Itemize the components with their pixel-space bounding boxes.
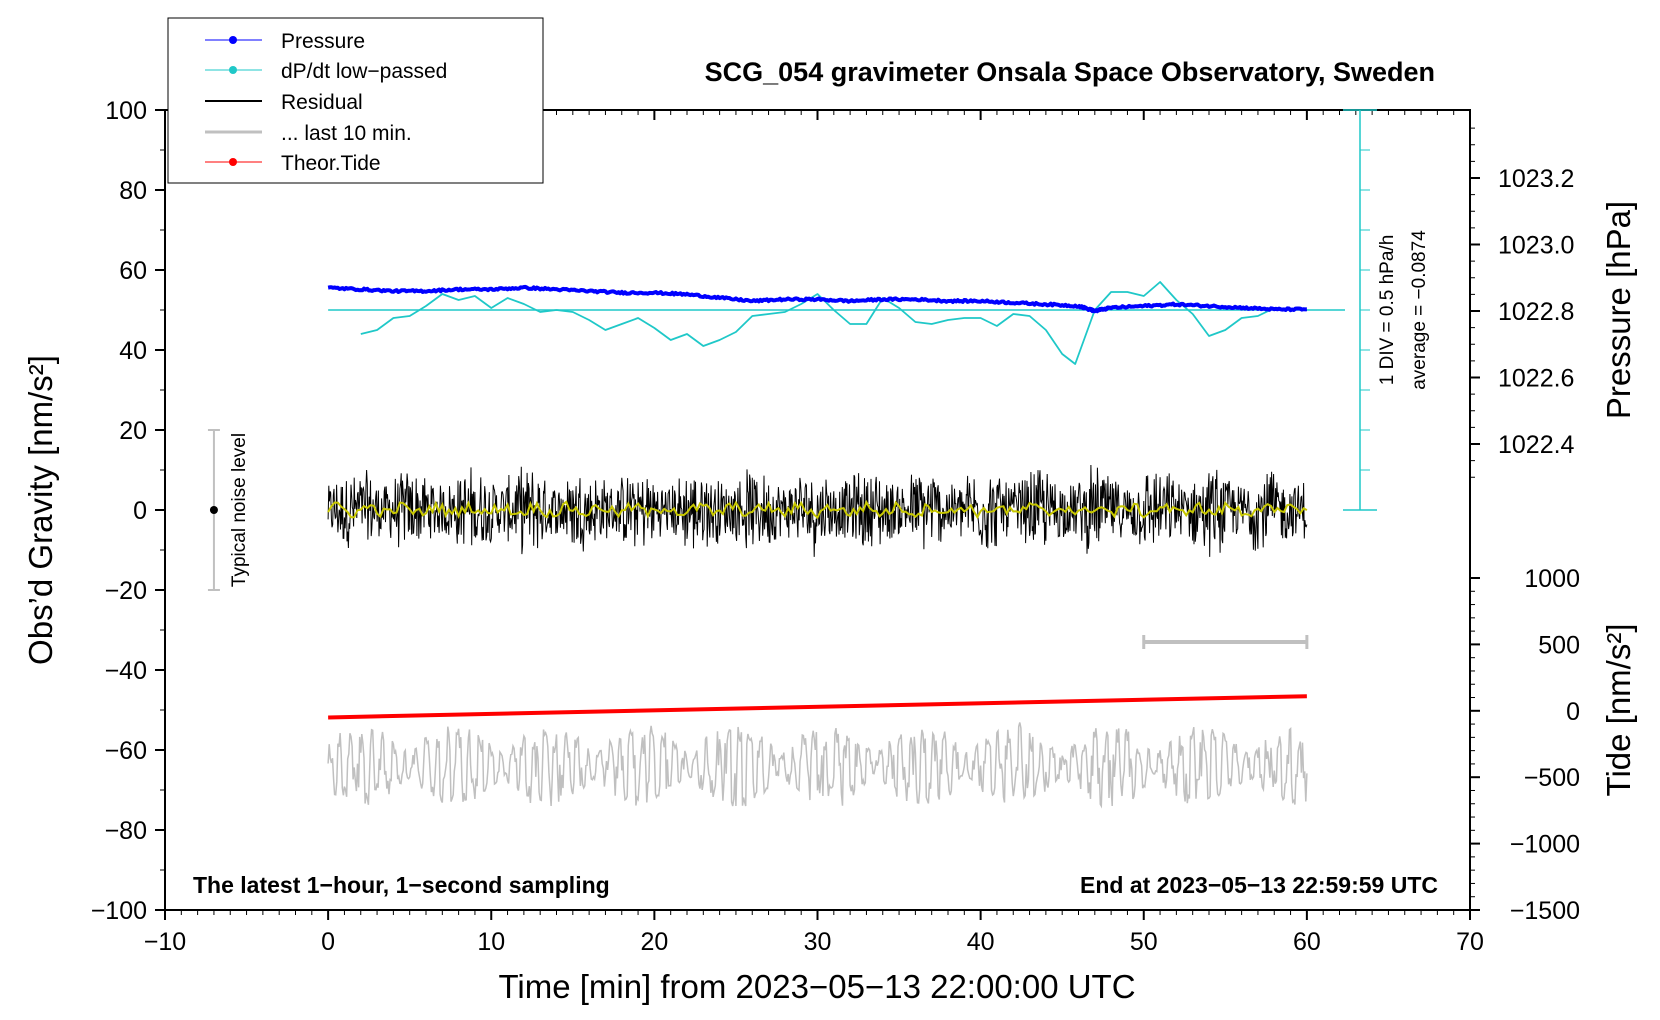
y-axis-title-tide: Tide [nm/s²] [1600, 624, 1637, 797]
y-tick-label: 20 [119, 417, 147, 445]
y-tick-label: −20 [105, 577, 147, 605]
x-tick-label: 70 [1456, 928, 1484, 956]
avg-label: average = −0.0874 [1409, 230, 1430, 390]
y-tick-label: −100 [91, 897, 147, 925]
residual-line [327, 464, 1308, 557]
x-tick-label: 10 [477, 928, 505, 956]
legend-item-last10: ... last 10 min. [205, 122, 412, 145]
y-tick-label: −60 [105, 737, 147, 765]
y-axis-title-left: Obs’d Gravity [nm/s²] [22, 355, 59, 665]
x-tick-label: 20 [640, 928, 668, 956]
tide-tick-label: −1500 [1510, 897, 1580, 925]
pressure-line [327, 284, 1308, 314]
legend-label-dpdt: dP/dt low−passed [281, 60, 447, 83]
legend-marker-pressure [229, 36, 237, 44]
y-tick-label: 60 [119, 257, 147, 285]
footer-left: The latest 1−hour, 1−second sampling [193, 872, 610, 898]
pressure-tick-label: 1022.4 [1498, 431, 1575, 459]
tide-line [328, 694, 1307, 720]
y-tick-label: −80 [105, 817, 147, 845]
pressure-tick-label: 1022.8 [1498, 298, 1574, 326]
legend-marker-tide [229, 158, 237, 166]
y-tick-label: 100 [105, 97, 147, 125]
x-tick-label: 60 [1293, 928, 1321, 956]
tide-tick-label: 1000 [1524, 565, 1580, 593]
legend-label-pressure: Pressure [281, 30, 365, 53]
legend-label-residual: Residual [281, 91, 363, 114]
dpdt-line [360, 281, 1275, 365]
pressure-tick-label: 1022.6 [1498, 365, 1574, 393]
y-axis-title-pressure: Pressure [hPa] [1600, 201, 1637, 419]
pressure-tick-label: 1023.0 [1498, 232, 1574, 260]
div-scale [1343, 109, 1377, 511]
x-tick-label: 30 [804, 928, 832, 956]
y-tick-label: 40 [119, 337, 147, 365]
ticks-layer: −10 0 10 20 30 40 50 60 70100806040200−20−40−60−… [91, 97, 1580, 956]
noise-label: Typical noise level [229, 433, 250, 587]
tide-tick-label: 500 [1538, 631, 1580, 659]
tide-tick-label: 0 [1566, 698, 1580, 726]
y-tick-label: 80 [119, 177, 147, 205]
x-axis-title: Time [min] from 2023−05−13 22:00:00 UTC [498, 968, 1135, 1005]
residual-lowpass-line [327, 499, 1308, 520]
x-tick-label: 40 [967, 928, 995, 956]
div-label: 1 DIV = 0.5 hPa/h [1377, 235, 1398, 386]
chart-title: SCG_054 gravimeter Onsala Space Observat… [705, 57, 1435, 87]
legend-marker-dpdt [229, 66, 237, 74]
noise-bar-dot [209, 506, 218, 514]
x-tick-label: −10 [144, 928, 186, 956]
y-tick-label: −40 [105, 657, 147, 685]
pressure-tick-label: 1023.2 [1498, 165, 1574, 193]
x-tick-label: 0 [321, 928, 335, 956]
legend-item-dpdt: dP/dt low−passed [205, 60, 447, 83]
legend-item-tide: Theor.Tide [205, 152, 381, 175]
legend-label-last10: ... last 10 min. [281, 122, 412, 145]
footer-right: End at 2023−05−13 22:59:59 UTC [1080, 872, 1438, 898]
last10-line [327, 722, 1308, 809]
legend-item-residual: Residual [205, 91, 363, 114]
tide-tick-label: −500 [1524, 764, 1580, 792]
legend: Pressure dP/dt low−passed Residual ... l… [167, 17, 544, 184]
y-tick-label: 0 [133, 497, 147, 525]
x-tick-label: 50 [1130, 928, 1158, 956]
tide-tick-label: −1000 [1510, 831, 1580, 859]
legend-item-pressure: Pressure [205, 30, 365, 53]
legend-label-tide: Theor.Tide [281, 152, 381, 175]
series-layer [207, 281, 1345, 809]
